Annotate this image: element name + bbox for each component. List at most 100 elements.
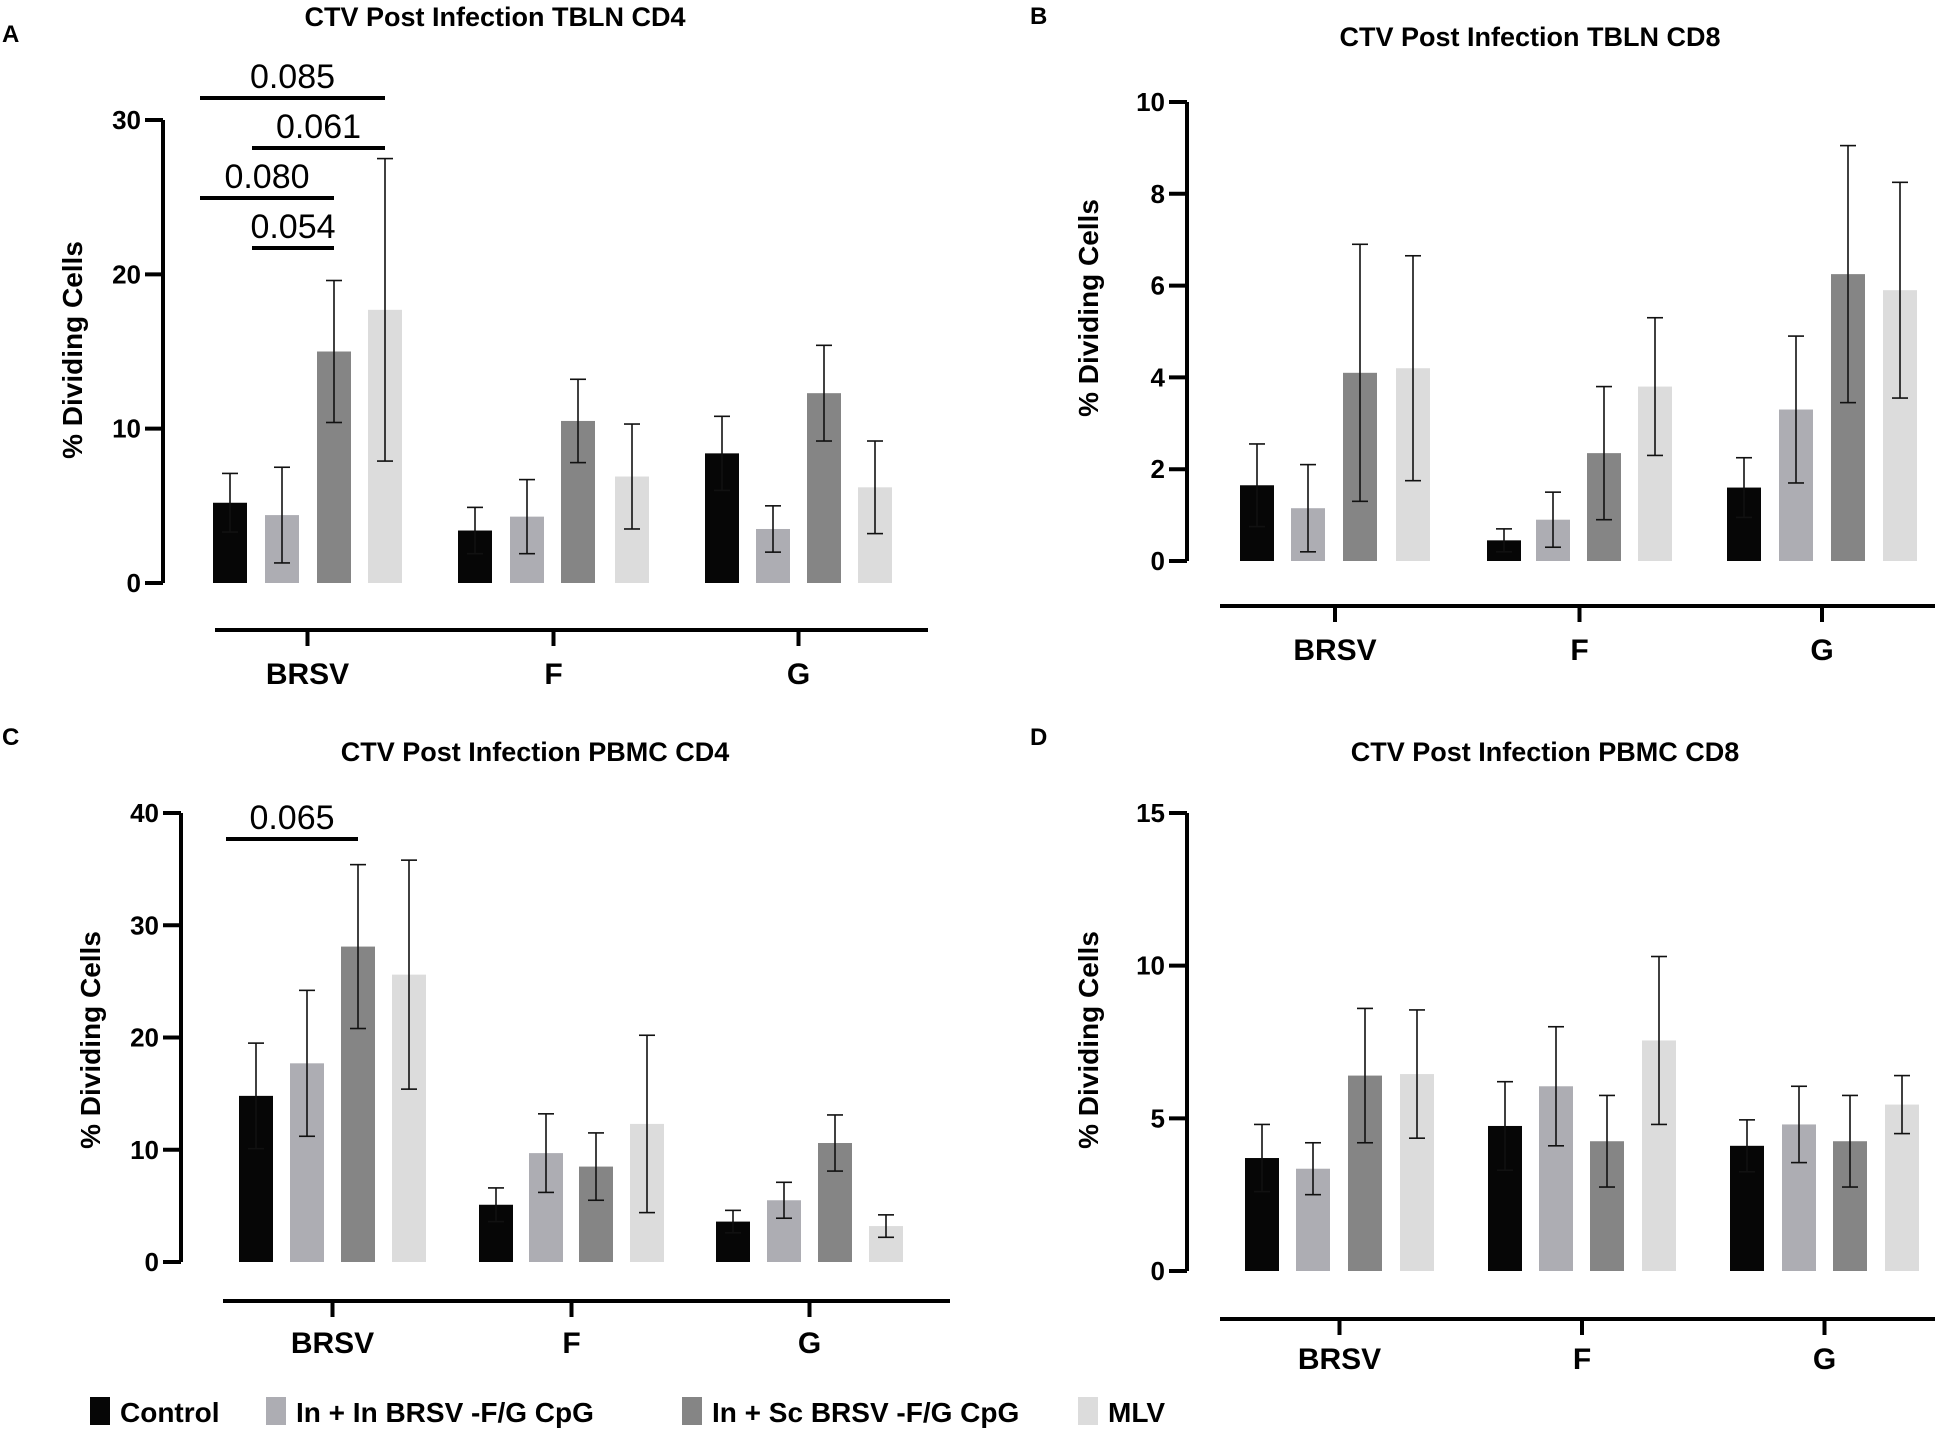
panel-b-error-bar-mlv-g (1892, 181, 1908, 399)
legend-label: MLV (1108, 1397, 1165, 1428)
panel-b-y-tick-label: 2 (1151, 454, 1165, 484)
panel-a-error-bar-in-in-brsv-f-g-cpg-g (765, 505, 781, 553)
legend-swatch (266, 1397, 286, 1425)
panel-a-y-tick-label: 10 (112, 414, 141, 444)
significance-p-value: 0.054 (250, 208, 335, 246)
legend-item-control: Control (90, 1397, 220, 1428)
panel-c-y-axis-label: % Dividing Cells (75, 931, 106, 1149)
panel-a-title: CTV Post Infection TBLN CD4 (304, 2, 685, 32)
panel-a-y-axis-label: % Dividing Cells (57, 241, 88, 459)
panel-c-error-bar-control-g (725, 1209, 741, 1234)
panel-c-y-tick-label: 20 (130, 1023, 159, 1053)
panel-c-error-bar-in-in-brsv-f-g-cpg-g (776, 1181, 792, 1220)
panel-c-category-label-brsv: BRSV (291, 1327, 374, 1360)
significance-p-value: 0.061 (276, 108, 361, 146)
panel-d-title: CTV Post Infection PBMC CD8 (1351, 737, 1740, 767)
significance-p-value: 0.085 (250, 58, 335, 96)
panel-a-y-tick-label: 0 (127, 568, 141, 598)
panel-a-error-bar-control-g (714, 415, 730, 492)
panel-d-error-bar-in-sc-brsv-f-g-cpg-f (1599, 1094, 1615, 1188)
panel-d-error-bar-in-in-brsv-f-g-cpg-brsv (1305, 1141, 1321, 1196)
panel-b-error-bar-in-sc-brsv-f-g-cpg-g (1840, 144, 1856, 404)
legend-swatch (682, 1397, 702, 1425)
panel-b-error-bar-control-brsv (1249, 443, 1265, 528)
panel-a-category-label-f: F (544, 658, 562, 691)
panel-b-category-label-brsv: BRSV (1293, 634, 1376, 667)
panel-c-error-bar-in-in-brsv-f-g-cpg-f (538, 1113, 554, 1194)
panel-d-letter: D (1030, 724, 1047, 751)
panel-c-error-bar-control-f (488, 1187, 504, 1223)
panel-b-y-axis-label: % Dividing Cells (1073, 199, 1104, 417)
panel-a-letter: A (2, 21, 19, 48)
legend-item-in-in-brsv-f-g-cpg: In + In BRSV -F/G CpG (266, 1397, 594, 1428)
panel-d-y-tick-label: 10 (1136, 951, 1165, 981)
panel-c-error-bar-in-sc-brsv-f-g-cpg-brsv (350, 863, 366, 1030)
panel-c-y-tick-label: 10 (130, 1135, 159, 1165)
panel-c-letter: C (2, 724, 19, 751)
panel-b-category-label-g: G (1810, 634, 1833, 667)
legend-item-mlv: MLV (1078, 1397, 1165, 1428)
panel-d-y-axis-label: % Dividing Cells (1073, 931, 1104, 1149)
legend-label: Control (120, 1397, 220, 1428)
significance-p-value: 0.080 (224, 158, 309, 196)
panel-c-y-tick-label: 40 (130, 798, 159, 828)
panel-b-error-bar-in-sc-brsv-f-g-cpg-f (1596, 385, 1612, 521)
panel-c-error-bar-control-brsv (248, 1042, 264, 1150)
panel-d-error-bar-mlv-brsv (1409, 1009, 1425, 1139)
panel-d-category-label-brsv: BRSV (1298, 1343, 1381, 1376)
panel-a-category-label-g: G (787, 658, 810, 691)
panel-d-error-bar-control-brsv (1254, 1123, 1270, 1193)
panel-a-error-bar-control-brsv (222, 472, 238, 533)
panel-b-category-label-f: F (1570, 634, 1588, 667)
panel-c-error-bar-in-sc-brsv-f-g-cpg-f (588, 1132, 604, 1202)
panel-c-error-bar-in-sc-brsv-f-g-cpg-g (827, 1114, 843, 1172)
panel-a-error-bar-in-sc-brsv-f-g-cpg-brsv (326, 279, 342, 424)
panel-b-y-tick-label: 10 (1136, 87, 1165, 117)
panel-d-error-bar-control-f (1497, 1080, 1513, 1172)
panel-d-category-label-g: G (1813, 1343, 1836, 1376)
panel-c-y-tick-label: 30 (130, 910, 159, 940)
panel-a-error-bar-in-sc-brsv-f-g-cpg-f (570, 378, 586, 464)
panel-b-y-tick-label: 4 (1151, 362, 1166, 392)
panel-a-error-bar-in-sc-brsv-f-g-cpg-g (816, 344, 832, 442)
panel-d-error-bar-in-in-brsv-f-g-cpg-f (1548, 1025, 1564, 1147)
panel-d-error-bar-in-sc-brsv-f-g-cpg-g (1842, 1094, 1858, 1188)
panel-a-y-tick-label: 30 (112, 105, 141, 135)
panel-d-error-bar-mlv-g (1894, 1074, 1910, 1135)
panel-b-error-bar-in-sc-brsv-f-g-cpg-brsv (1352, 243, 1368, 503)
legend-item-in-sc-brsv-f-g-cpg: In + Sc BRSV -F/G CpG (682, 1397, 1019, 1428)
panel-c-category-label-f: F (562, 1327, 580, 1360)
panel-b-error-bar-in-in-brsv-f-g-cpg-f (1545, 491, 1561, 549)
panel-a-error-bar-mlv-f (624, 423, 640, 530)
panel-c-error-bar-mlv-brsv (401, 859, 417, 1090)
panel-d-error-bar-in-in-brsv-f-g-cpg-g (1791, 1085, 1807, 1164)
panel-c-y-tick-label: 0 (145, 1247, 159, 1277)
panel-c-error-bar-mlv-f (639, 1034, 655, 1214)
panel-a-significance-0-054: 0.054 (250, 208, 336, 250)
significance-p-value: 0.065 (249, 799, 334, 837)
panel-d-error-bar-control-g (1739, 1119, 1755, 1173)
panel-a-chart: CTV Post Infection TBLN CD4 % Dividing Ce… (57, 2, 928, 691)
panel-a-significance-0-085: 0.085 (200, 58, 385, 100)
panel-d-chart: CTV Post Infection PBMC CD8 % Dividing Ce… (1073, 737, 1935, 1376)
panel-c-chart: CTV Post Infection PBMC CD4 % Dividing Ce… (75, 737, 950, 1360)
panel-a-error-bar-mlv-brsv (377, 157, 393, 462)
panel-b-y-tick-label: 6 (1151, 271, 1165, 301)
panel-d-category-label-f: F (1573, 1343, 1591, 1376)
panel-b-y-tick-label: 0 (1151, 546, 1165, 576)
panel-b-letter: B (1030, 3, 1047, 30)
panel-d-y-tick-label: 15 (1136, 798, 1165, 828)
legend-label: In + In BRSV -F/G CpG (296, 1397, 594, 1428)
legend-swatch (90, 1397, 110, 1425)
panel-b-error-bar-in-in-brsv-f-g-cpg-brsv (1300, 463, 1316, 553)
legend: Control In + In BRSV -F/G CpG In + Sc BRSV… (90, 1397, 1165, 1428)
panel-b-error-bar-mlv-f (1647, 316, 1663, 457)
panel-b-y-tick-label: 8 (1151, 179, 1165, 209)
panel-a-category-label-brsv: BRSV (266, 658, 349, 691)
panel-d-error-bar-in-sc-brsv-f-g-cpg-brsv (1357, 1007, 1373, 1144)
panel-c-category-label-g: G (798, 1327, 821, 1360)
legend-swatch (1078, 1397, 1098, 1425)
panel-b-error-bar-in-in-brsv-f-g-cpg-g (1788, 335, 1804, 484)
panel-a-error-bar-mlv-g (867, 440, 883, 535)
